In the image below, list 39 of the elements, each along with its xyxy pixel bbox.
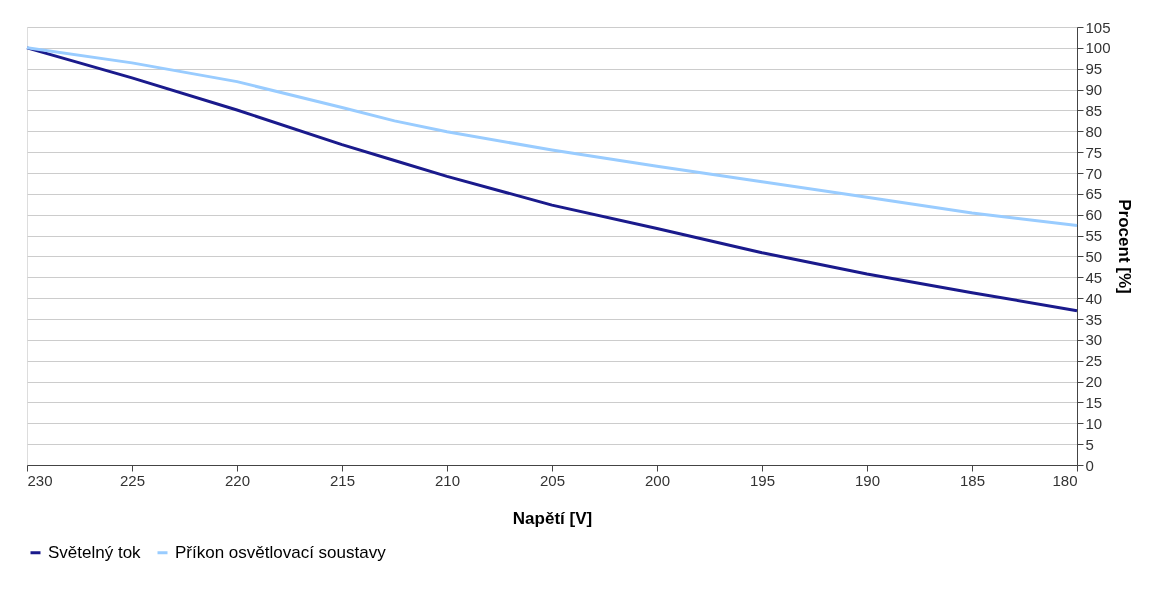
y-tick-label: 95 (1085, 60, 1103, 78)
y-tick-label: 10 (1085, 414, 1103, 432)
y-tick-label: 60 (1085, 206, 1103, 224)
y-tick-label: 65 (1085, 185, 1103, 203)
x-tick-label: 200 (644, 471, 671, 489)
y-tick-label: 85 (1085, 101, 1103, 119)
y-tick-label: 25 (1085, 352, 1103, 370)
y-tick-label: 75 (1085, 143, 1103, 161)
y-tick-label: 70 (1085, 164, 1103, 182)
y-tick-label: 15 (1085, 393, 1103, 411)
y-tick-label: 50 (1085, 247, 1103, 265)
x-tick-label: 215 (329, 471, 356, 489)
x-axis-title: Napětí [V] (512, 508, 593, 528)
y-tick-label: 100 (1085, 39, 1111, 57)
line-series (25, 46, 1079, 313)
legend-label: Světelný tok (48, 542, 142, 562)
y-tick-label: 45 (1085, 268, 1103, 286)
y-tick-label: 30 (1085, 331, 1103, 349)
y-tick-label: 105 (1085, 18, 1111, 36)
y-tick-label: 40 (1085, 289, 1103, 307)
y-axis-title: Procent [%] (1114, 199, 1134, 294)
y-tick-label: 90 (1085, 81, 1103, 99)
y-tick-label: 55 (1085, 227, 1103, 245)
y-tick-label: 80 (1085, 122, 1103, 140)
x-tick-label: 180 (1052, 471, 1078, 489)
x-tick-label: 205 (539, 471, 566, 489)
x-tick-label: 190 (854, 471, 881, 489)
x-tick-label: 210 (434, 471, 461, 489)
x-tick-label: 195 (749, 471, 776, 489)
y-tick-label: 5 (1085, 435, 1094, 453)
x-tick-label: 185 (959, 471, 986, 489)
y-tick-label: 35 (1085, 310, 1103, 328)
y-tick-label: 0 (1085, 456, 1094, 474)
x-tick-label: 220 (224, 471, 251, 489)
legend-label: Příkon osvětlovací soustavy (175, 542, 387, 562)
x-tick-label: 230 (27, 471, 53, 489)
line-series (25, 46, 1079, 228)
x-tick-label: 225 (119, 471, 146, 489)
y-tick-label: 20 (1085, 373, 1103, 391)
